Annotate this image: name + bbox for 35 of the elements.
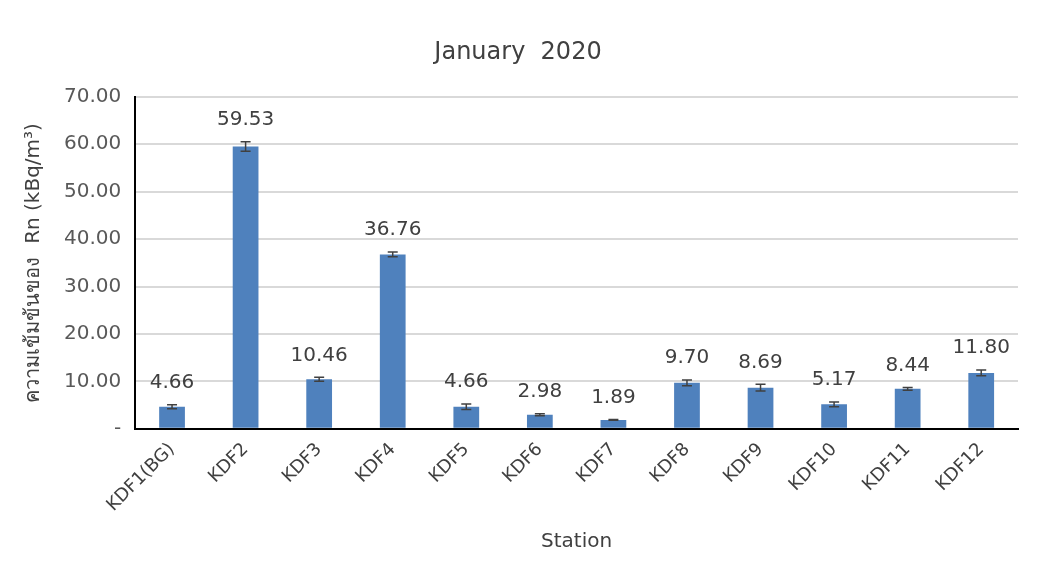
data-label: 2.98 (517, 377, 563, 402)
data-label: 11.80 (952, 334, 1010, 359)
data-label: 1.89 (591, 383, 636, 408)
bar (968, 372, 995, 428)
data-label: 59.53 (216, 105, 275, 130)
y-tick-label: 20.00 (63, 320, 122, 345)
bar (232, 146, 259, 428)
bar (159, 406, 185, 428)
data-label: 5.17 (811, 366, 857, 391)
bar (306, 379, 333, 428)
chart-title: January 2020 (432, 36, 602, 65)
y-tick-label: 50.00 (63, 177, 122, 202)
y-axis-title: ความเข้มข้นของ Rn (kBq/m³) (20, 123, 45, 403)
y-tick-label: - (114, 415, 122, 440)
bar (747, 387, 774, 428)
data-label: 8.69 (738, 348, 783, 373)
data-label: 10.46 (290, 341, 348, 366)
y-tick-label: 60.00 (63, 130, 122, 155)
y-tick-label: 40.00 (63, 225, 122, 250)
bar (894, 388, 921, 428)
data-label: 4.66 (444, 368, 489, 393)
bar (600, 419, 627, 428)
x-axis-title: Station (541, 528, 613, 553)
data-label: 4.66 (149, 369, 195, 394)
y-tick-label: 30.00 (63, 272, 122, 297)
y-tick-label: 10.00 (63, 367, 122, 392)
bar (379, 254, 406, 428)
bar (526, 414, 553, 428)
data-label: 8.44 (885, 351, 930, 376)
y-tick-label: 70.00 (63, 83, 122, 107)
data-label: 9.70 (664, 344, 710, 369)
bar (674, 382, 700, 428)
data-label: 36.76 (364, 216, 422, 241)
bar (821, 404, 847, 428)
bar (453, 406, 480, 428)
